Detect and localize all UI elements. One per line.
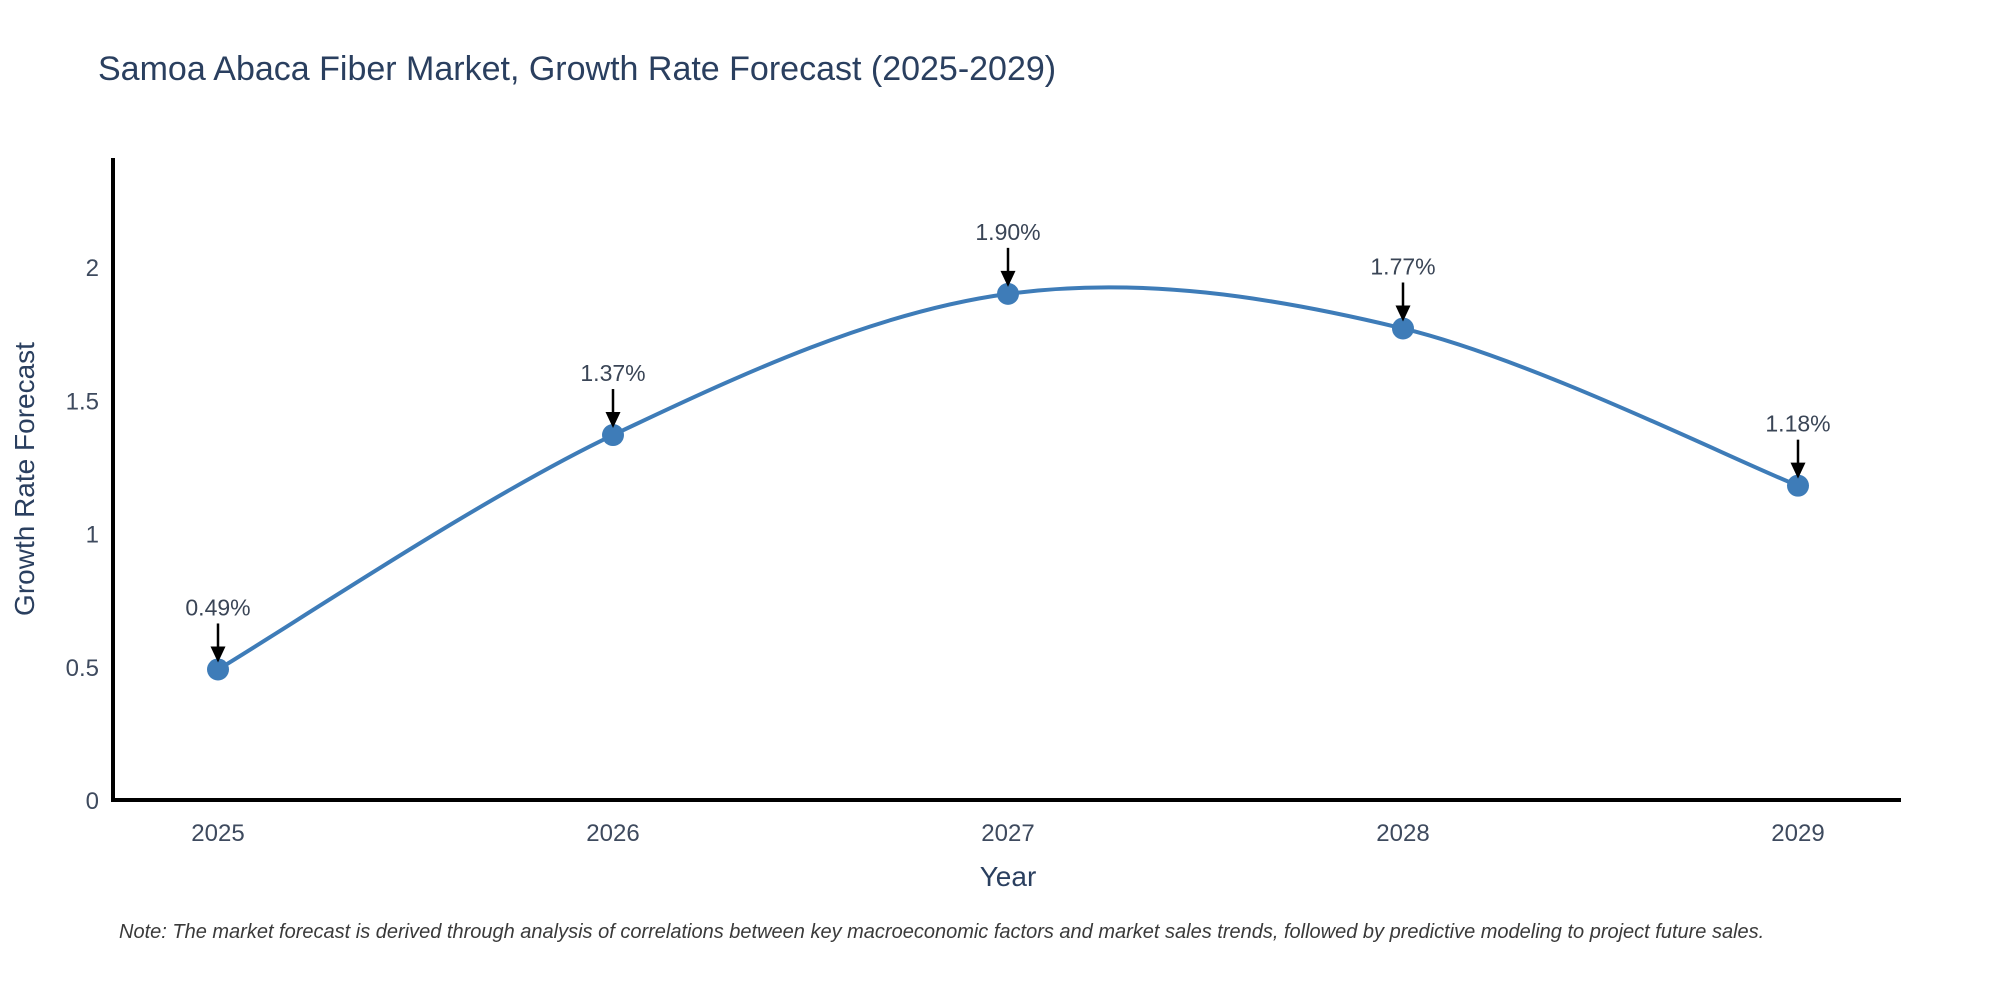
annotation-arrowhead-icon [1790, 462, 1806, 479]
footnote: Note: The market forecast is derived thr… [119, 921, 1764, 943]
x-tick-label: 2027 [981, 820, 1034, 847]
y-tick-label: 2 [86, 255, 99, 282]
y-tick-label: 1 [86, 522, 99, 549]
y-axis-title: Growth Rate Forecast [9, 342, 40, 616]
data-point-annotation: 0.49% [185, 594, 251, 663]
annotation-arrowhead-icon [1000, 270, 1016, 287]
data-point-marker [1392, 317, 1414, 340]
annotation-arrowhead-icon [605, 412, 621, 429]
data-point-annotation: 1.37% [580, 360, 646, 429]
data-point-annotation: 1.77% [1370, 253, 1436, 322]
data-point-annotation: 1.90% [975, 219, 1041, 287]
x-tick-label: 2025 [191, 820, 244, 847]
data-point-marker [602, 424, 624, 447]
y-tick-label: 1.5 [66, 388, 99, 415]
annotation-value-label: 1.77% [1370, 253, 1435, 279]
data-point-marker [997, 282, 1019, 305]
annotation-value-label: 1.90% [975, 219, 1040, 245]
x-tick-label: 2028 [1376, 820, 1429, 847]
data-point-marker [207, 658, 229, 681]
x-axis-title: Year [980, 861, 1037, 892]
x-tick-label: 2029 [1771, 820, 1824, 847]
chart-title: Samoa Abaca Fiber Market, Growth Rate Fo… [98, 50, 1056, 88]
forecast-line-series [216, 285, 1799, 672]
x-axis-tick-labels: 2025 2026 2027 2028 2029 [191, 820, 1824, 847]
annotation-value-label: 1.37% [580, 360, 645, 386]
x-tick-label: 2026 [586, 820, 639, 847]
data-point-annotation: 1.18% [1765, 411, 1831, 479]
y-axis-tick-labels: 0 0.5 1 1.5 2 [66, 255, 99, 815]
annotation-arrowhead-icon [1395, 305, 1411, 322]
y-tick-label: 0 [86, 788, 99, 815]
y-tick-label: 0.5 [66, 655, 99, 682]
data-point-markers [207, 282, 1809, 681]
annotation-value-label: 0.49% [185, 594, 250, 620]
data-point-annotations: 0.49% 1.37% 1.90% 1.77% 1.18% [185, 219, 1831, 663]
data-point-marker [1787, 474, 1809, 497]
annotation-value-label: 1.18% [1765, 411, 1830, 437]
annotation-arrowhead-icon [210, 646, 226, 663]
